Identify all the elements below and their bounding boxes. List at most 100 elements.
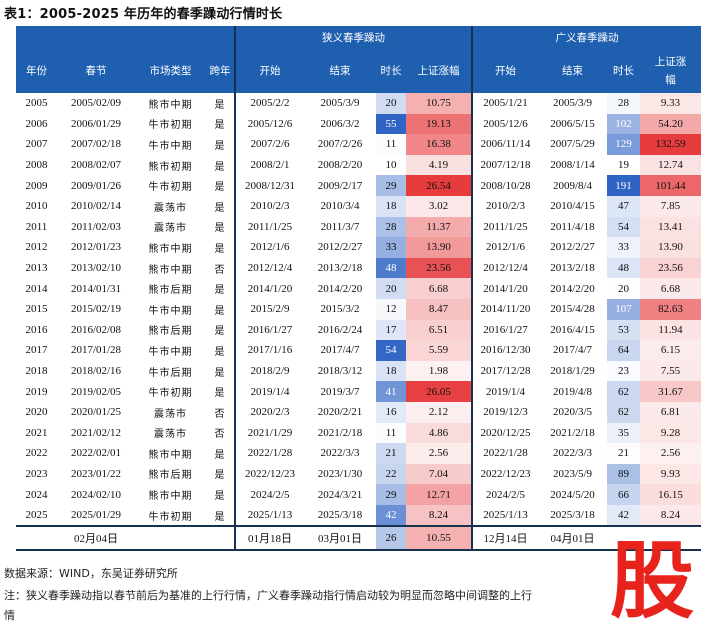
cell-n-gain: 2.56	[406, 443, 472, 464]
cell-b-start: 2011/1/25	[471, 216, 538, 238]
table-row: 2012 2012/01/23 熊市中期是 2012/1/6 2012/2/27 33 13…	[16, 237, 701, 258]
avg-narrow-end: 03月01日	[304, 526, 376, 552]
cell-b-start: 2016/1/27	[471, 319, 538, 341]
cell-b-start: 2019/12/3	[471, 401, 538, 423]
cell-n-end: 2005/3/9	[320, 97, 360, 110]
col-narrow-start: 开始	[234, 48, 304, 93]
cell-n-gain: 1.98	[406, 360, 472, 382]
cell-n-gain: 19.13	[406, 113, 472, 135]
avg-broad-end: 04月01日	[538, 526, 607, 552]
cell-b-end: 2023/5/9	[552, 467, 593, 480]
cell-n-gain: 10.75	[406, 93, 472, 114]
cell-year: 2013	[25, 262, 48, 275]
cell-b-dur: 48	[607, 257, 640, 279]
table-row: 2006 2006/01/29 牛市初期 是 2005/12/6 2006/3/2 55 19…	[16, 113, 701, 135]
cell-year: 2025	[16, 504, 57, 528]
cell-cross: 是	[214, 285, 226, 297]
cell-market: 牛市中期	[148, 140, 193, 152]
cell-n-start: 2025/1/13	[234, 504, 304, 528]
cell-n-start: 2024/2/5	[234, 484, 304, 505]
cell-n-dur: 29	[376, 484, 406, 505]
table-row: 2017 2017/01/28 牛市中期 是 2017/1/16 2017/4/7 54 5.…	[16, 340, 701, 361]
cell-market: 震荡市	[154, 429, 187, 441]
cell-b-start: 2005/1/21	[471, 93, 538, 114]
cell-n-end: 2008/2/20	[317, 159, 363, 172]
col-narrow-gain: 上证涨幅	[406, 48, 472, 93]
table-row: 2016 2016/02/08 熊市后期 是 2016/1/27 2016/2/24 17 6…	[16, 319, 701, 341]
cell-b-dur: 107	[607, 298, 640, 320]
cell-n-start: 2015/2/9	[234, 298, 304, 320]
cell-year: 2008	[25, 159, 48, 172]
cell-year: 2022	[25, 447, 48, 460]
cell-n-dur: 11	[376, 134, 406, 155]
cell-cross: 是	[214, 346, 226, 358]
table-row: 2014 2014/01/31 熊市后期是 2014/1/20 2014/2/20 20 6…	[16, 278, 701, 299]
table-row: 2015 2015/02/19 牛市中期 是 2015/2/9 2015/3/2 12 8.4…	[16, 298, 701, 320]
table-row: 2008 2008/02/07 熊市初期 是 2008/2/1 2008/2/20 10 4.…	[16, 154, 701, 176]
cell-b-start: 2007/12/18	[471, 154, 538, 176]
cell-spring: 2009/01/26	[70, 179, 122, 192]
cell-spring: 2025/01/29	[57, 504, 135, 528]
cell-year: 2015	[25, 303, 48, 316]
cell-b-end: 2024/5/20	[550, 488, 595, 501]
cell-cross: 是	[206, 504, 235, 528]
cell-b-start: 2014/1/20	[471, 278, 538, 299]
cell-n-end: 2013/2/18	[317, 262, 363, 275]
table-row: 2011 2011/02/03 震荡市 是 2011/1/25 2011/3/7 28 11.…	[16, 216, 701, 238]
table-row: 2024 2024/02/10 熊市中期 是 2024/2/5 2024/3/21 29 12…	[16, 484, 701, 505]
cell-b-gain: 101.44	[640, 175, 701, 196]
cell-year: 2014	[25, 282, 48, 295]
cell-n-dur: 11	[376, 422, 406, 444]
col-broad-gain: 上证涨 幅	[640, 48, 701, 93]
cell-b-end: 2011/4/18	[550, 220, 595, 233]
cell-b-dur: 66	[607, 484, 640, 505]
cell-cross: 是	[214, 99, 226, 111]
cell-n-dur: 55	[376, 113, 406, 135]
cell-b-start: 2006/11/14	[471, 134, 538, 155]
cell-n-end: 2012/2/27	[317, 241, 363, 254]
avg-narrow-duration: 26	[376, 526, 406, 552]
cell-year: 2017	[25, 344, 48, 357]
cell-b-end: 2014/2/20	[550, 282, 595, 295]
cell-cross: 是	[214, 470, 226, 482]
cell-b-start: 2022/1/28	[471, 443, 538, 464]
cell-n-dur: 10	[376, 154, 406, 176]
cell-n-dur: 16	[376, 401, 406, 423]
cell-b-dur: 35	[607, 422, 640, 444]
cell-n-end: 2020/2/21	[317, 406, 363, 419]
cell-n-start: 2018/2/9	[234, 360, 304, 382]
cell-b-start: 2019/1/4	[471, 381, 538, 402]
cell-cross: 是	[214, 223, 226, 235]
cell-n-gain: 13.90	[406, 237, 472, 258]
cell-cross: 是	[214, 449, 226, 461]
cell-b-gain: 12.74	[640, 154, 701, 176]
cell-cross: 是	[214, 491, 226, 503]
col-narrow-end: 结束	[304, 48, 376, 93]
cell-spring: 2017/01/28	[70, 344, 122, 357]
avg-broad-gain	[640, 526, 701, 552]
cell-n-gain: 3.02	[406, 195, 472, 217]
cell-n-dur: 17	[376, 319, 406, 341]
cell-year: 2005	[25, 97, 48, 110]
cell-n-end: 2023/1/30	[317, 467, 363, 480]
cell-b-gain: 6.81	[640, 401, 701, 423]
cell-n-dur: 54	[376, 340, 406, 361]
avg-narrow-start: 01月18日	[234, 526, 304, 552]
col-cross: 跨年	[206, 48, 235, 93]
cell-b-gain: 11.94	[640, 319, 701, 341]
cell-spring: 2016/02/08	[70, 323, 122, 336]
cell-market: 震荡市	[154, 408, 187, 420]
cell-n-start: 2022/12/23	[234, 463, 304, 485]
cell-year: 2024	[25, 488, 48, 501]
cell-market: 熊市后期	[148, 285, 193, 297]
cell-n-end: 2025/3/18	[304, 504, 376, 528]
narrow-group-header: 狭义春季躁动	[234, 26, 472, 48]
cell-b-dur: 62	[607, 401, 640, 423]
cell-b-gain: 9.28	[640, 422, 701, 444]
cell-cross: 是	[214, 388, 226, 400]
cell-b-start: 2025/1/13	[471, 504, 538, 528]
cell-market: 牛市初期	[148, 120, 193, 132]
cell-b-end: 2018/1/29	[550, 365, 595, 378]
cell-spring: 2015/02/19	[70, 303, 122, 316]
cell-n-start: 2008/2/1	[234, 154, 304, 176]
